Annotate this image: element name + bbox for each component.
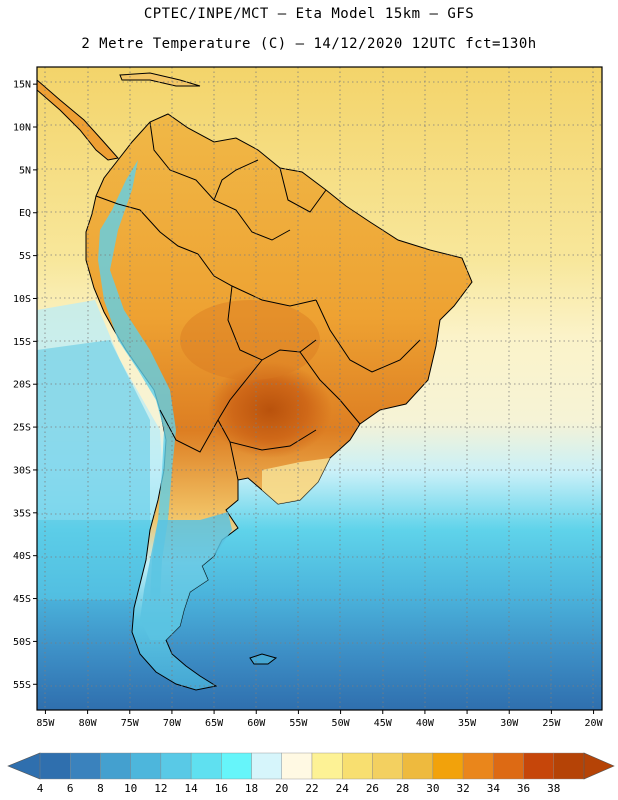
lat-label: EQ: [19, 208, 31, 219]
colorbar-label: 28: [396, 782, 409, 795]
colorbar-swatch: [190, 752, 222, 780]
colorbar-label: 12: [154, 782, 167, 795]
lat-label: 35S: [13, 508, 31, 519]
lon-label: 35W: [458, 718, 477, 729]
lon-label: 45W: [374, 718, 393, 729]
colorbar-left-arrow: [7, 752, 41, 780]
lon-label: 75W: [121, 718, 140, 729]
lat-label: 10N: [13, 123, 31, 134]
andes-cold-strip: [98, 160, 176, 600]
lon-label: 85W: [36, 718, 55, 729]
graticule: [37, 67, 602, 710]
colorbar-swatch: [70, 752, 101, 780]
map-title-line1: CPTEC/INPE/MCT – Eta Model 15km – GFS: [143, 6, 475, 22]
colorbar-swatch: [372, 752, 403, 780]
lon-label: 30W: [500, 718, 519, 729]
pacific-cold-band: [37, 340, 150, 600]
colorbar-label: 36: [517, 782, 530, 795]
colorbar-label: 4: [37, 782, 44, 795]
longitude-labels: 85W 80W 75W 70W 65W 60W 55W 50W 45W 40W 35W 30W 25W 2…: [36, 718, 603, 729]
lon-label: 60W: [247, 718, 266, 729]
colorbar-swatch: [553, 752, 585, 780]
colorbar-swatch: [160, 752, 192, 780]
lon-label: 80W: [79, 718, 98, 729]
lat-label: 10S: [13, 294, 31, 305]
colorbar-label: 18: [245, 782, 258, 795]
colorbar-swatch: [39, 752, 71, 780]
colorbar-label: 14: [184, 782, 198, 795]
axis-ticks: [33, 83, 595, 714]
colorbar-swatch: [100, 752, 131, 780]
colorbar-swatch: [523, 752, 554, 780]
colorbar-swatch: [402, 752, 434, 780]
central-america-land: [37, 79, 119, 161]
country-borders: [95, 121, 421, 481]
colorbar-swatch: [432, 752, 464, 780]
lon-label: 25W: [542, 718, 561, 729]
colorbar-label: 34: [487, 782, 501, 795]
patagonia-field: [140, 512, 232, 640]
lon-label: 55W: [289, 718, 308, 729]
colorbar-label: 6: [67, 782, 74, 795]
lat-label: 20S: [13, 380, 31, 391]
colorbar-swatch: [251, 752, 282, 780]
caribbean-islands: [119, 72, 201, 87]
lon-label: 50W: [332, 718, 351, 729]
colorbar-label: 22: [305, 782, 318, 795]
map-title-line2: 2 Metre Temperature (C) – 14/12/2020 12U…: [81, 36, 537, 52]
colorbar-swatch: [130, 752, 162, 780]
colorbar-swatch: [221, 752, 252, 780]
colorbar-swatch: [493, 752, 524, 780]
colorbar-label: 10: [124, 782, 137, 795]
lat-label: 15N: [13, 80, 31, 91]
lat-label: 50S: [13, 637, 31, 648]
lat-label: 40S: [13, 551, 31, 562]
colorbar-swatch: [462, 752, 494, 780]
lon-label: 70W: [163, 718, 182, 729]
lat-label: 45S: [13, 594, 31, 605]
colorbar-swatch: [311, 752, 343, 780]
lon-label: 20W: [585, 718, 604, 729]
lat-label: 25S: [13, 423, 31, 434]
colorbar-right-arrow: [583, 752, 615, 780]
heat-zone: [180, 300, 320, 380]
colorbar: [7, 752, 615, 780]
lat-label: 30S: [13, 465, 31, 476]
colorbar-label: 20: [275, 782, 288, 795]
falkland-islands: [249, 653, 278, 665]
colorbar-label: 32: [456, 782, 469, 795]
colorbar-swatch: [281, 752, 313, 780]
lat-label: 5N: [19, 165, 31, 176]
lat-label: 15S: [13, 337, 31, 348]
heat-core: [208, 362, 332, 458]
uruguay-field: [262, 458, 330, 504]
latitude-labels: 15N 10N 5N EQ 5S 10S 15S 20S 25S 30S 35S 40S 45S 50S 5…: [13, 80, 31, 691]
colorbar-labels: 4 6 8 10 12 14 16 18 20 22 24 26 28 30 32 34 36 38: [37, 782, 561, 795]
colorbar-swatch: [342, 752, 373, 780]
lat-label: 5S: [19, 251, 31, 262]
map-frame: [36, 66, 603, 711]
lon-label: 40W: [416, 718, 435, 729]
colorbar-label: 24: [336, 782, 350, 795]
colorbar-label: 30: [426, 782, 439, 795]
lon-label: 65W: [205, 718, 224, 729]
colorbar-label: 8: [97, 782, 104, 795]
colorbar-label: 16: [215, 782, 228, 795]
colorbar-label: 38: [547, 782, 560, 795]
lat-label: 55S: [13, 680, 31, 691]
colorbar-label: 26: [366, 782, 379, 795]
